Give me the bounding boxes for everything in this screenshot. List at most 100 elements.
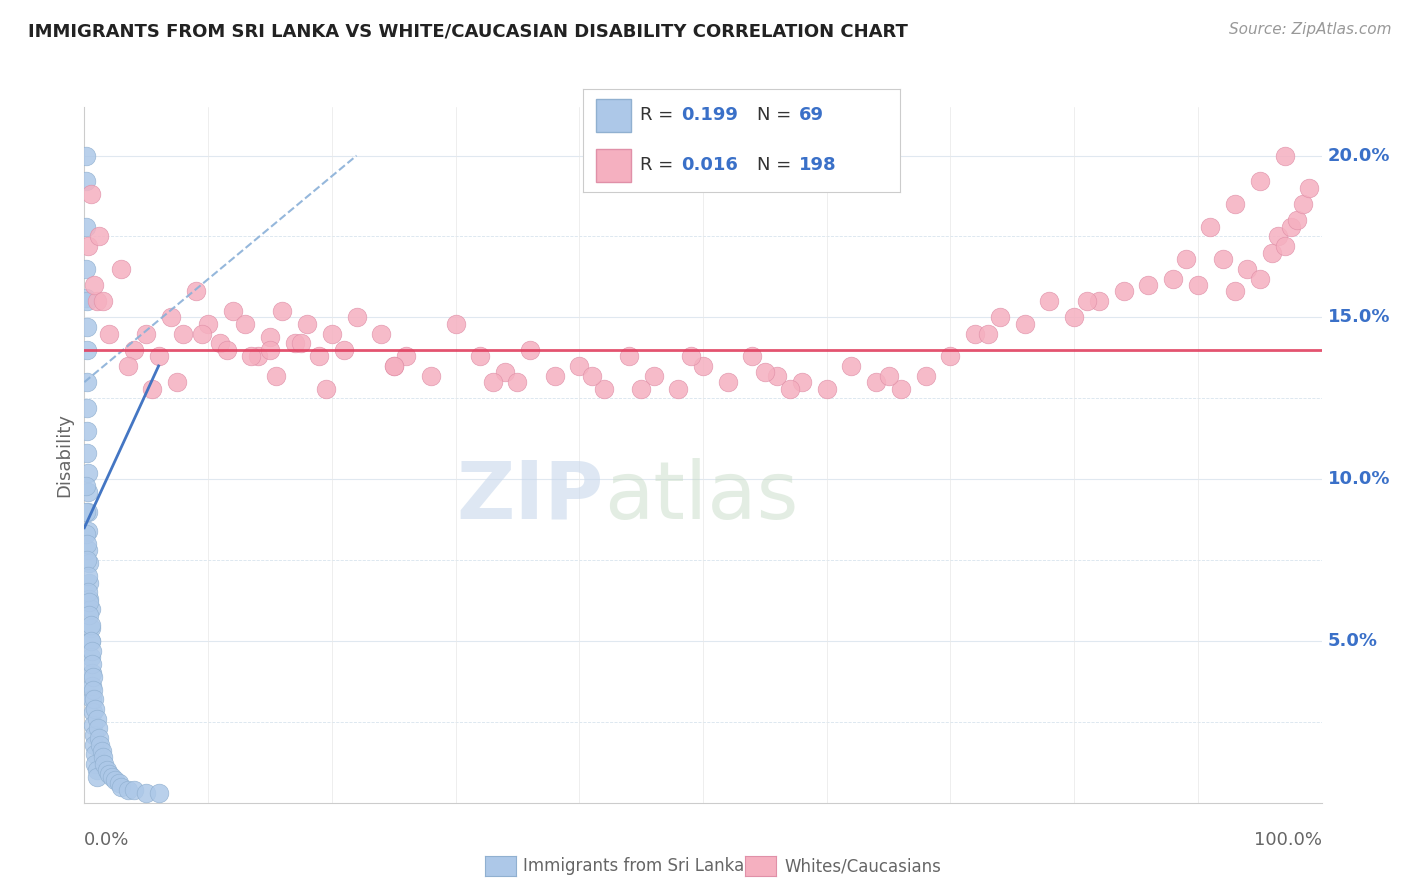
Point	[75, 291, 97, 305]
Point	[79, 557, 101, 571]
Point	[271, 304, 294, 318]
Y-axis label: Disability: Disability	[55, 413, 73, 497]
Point	[470, 349, 492, 363]
Point	[96, 764, 118, 778]
Point	[1199, 219, 1222, 234]
Point	[90, 744, 112, 758]
Text: Source: ZipAtlas.com: Source: ZipAtlas.com	[1229, 22, 1392, 37]
Point	[976, 326, 998, 341]
Point	[75, 504, 97, 518]
Text: Immigrants from Sri Lanka: Immigrants from Sri Lanka	[523, 857, 744, 875]
Point	[135, 326, 157, 341]
Point	[246, 349, 269, 363]
Point	[1112, 285, 1135, 299]
Point	[581, 368, 603, 383]
Point	[315, 382, 337, 396]
Point	[543, 368, 565, 383]
Point	[75, 527, 97, 541]
Point	[79, 595, 101, 609]
Point	[77, 585, 100, 599]
Point	[259, 330, 281, 344]
Point	[1261, 245, 1284, 260]
Point	[166, 375, 188, 389]
Point	[1174, 252, 1197, 267]
Point	[568, 359, 591, 373]
Point	[679, 349, 702, 363]
Point	[865, 375, 887, 389]
Point	[1038, 294, 1060, 309]
Text: 20.0%: 20.0%	[1327, 146, 1391, 165]
Point	[240, 349, 263, 363]
Text: R =: R =	[641, 155, 679, 174]
Point	[1088, 294, 1111, 309]
Point	[1274, 148, 1296, 162]
Point	[86, 712, 108, 726]
Point	[76, 537, 98, 551]
Point	[1249, 174, 1271, 188]
Point	[75, 261, 97, 276]
Point	[77, 485, 100, 500]
Point	[666, 382, 689, 396]
Text: Whites/Caucasians: Whites/Caucasians	[785, 857, 942, 875]
Point	[382, 359, 405, 373]
Point	[80, 643, 103, 657]
Point	[197, 317, 219, 331]
Point	[259, 343, 281, 357]
Text: 10.0%: 10.0%	[1327, 470, 1391, 488]
Text: IMMIGRANTS FROM SRI LANKA VS WHITE/CAUCASIAN DISABILITY CORRELATION CHART: IMMIGRANTS FROM SRI LANKA VS WHITE/CAUCA…	[28, 22, 908, 40]
Point	[86, 770, 108, 784]
Point	[1063, 310, 1085, 325]
Point	[233, 317, 256, 331]
Point	[1267, 229, 1289, 244]
Point	[77, 239, 100, 253]
Point	[1212, 252, 1234, 267]
Point	[988, 310, 1011, 325]
Point	[841, 359, 863, 373]
Point	[76, 320, 98, 334]
Text: 15.0%: 15.0%	[1327, 309, 1391, 326]
Point	[914, 368, 936, 383]
Text: 100.0%: 100.0%	[1254, 830, 1322, 848]
Point	[91, 294, 114, 309]
Point	[77, 524, 100, 538]
Point	[506, 375, 529, 389]
Point	[308, 349, 330, 363]
Point	[766, 368, 789, 383]
Point	[110, 261, 132, 276]
Point	[93, 756, 115, 771]
Point	[1076, 294, 1098, 309]
Point	[395, 349, 418, 363]
Point	[83, 278, 105, 293]
Point	[77, 504, 100, 518]
Point	[321, 326, 343, 341]
Point	[1298, 181, 1320, 195]
FancyBboxPatch shape	[596, 99, 631, 132]
Point	[122, 782, 145, 797]
Point	[87, 722, 110, 736]
Point	[104, 773, 127, 788]
Point	[82, 705, 104, 719]
Point	[1274, 239, 1296, 253]
Point	[939, 349, 962, 363]
Point	[82, 718, 104, 732]
Point	[444, 317, 467, 331]
Point	[1285, 213, 1308, 227]
Point	[80, 657, 103, 671]
Point	[76, 424, 98, 438]
Point	[815, 382, 838, 396]
Point	[209, 336, 232, 351]
Point	[264, 368, 287, 383]
Point	[82, 670, 104, 684]
Point	[108, 776, 131, 790]
Point	[519, 343, 541, 357]
Point	[184, 285, 207, 299]
Point	[1292, 197, 1315, 211]
Point	[1223, 197, 1246, 211]
Point	[494, 365, 516, 379]
Point	[617, 349, 640, 363]
Point	[79, 650, 101, 665]
Point	[481, 375, 503, 389]
Point	[76, 343, 98, 357]
Point	[1014, 317, 1036, 331]
Text: N =: N =	[758, 155, 797, 174]
